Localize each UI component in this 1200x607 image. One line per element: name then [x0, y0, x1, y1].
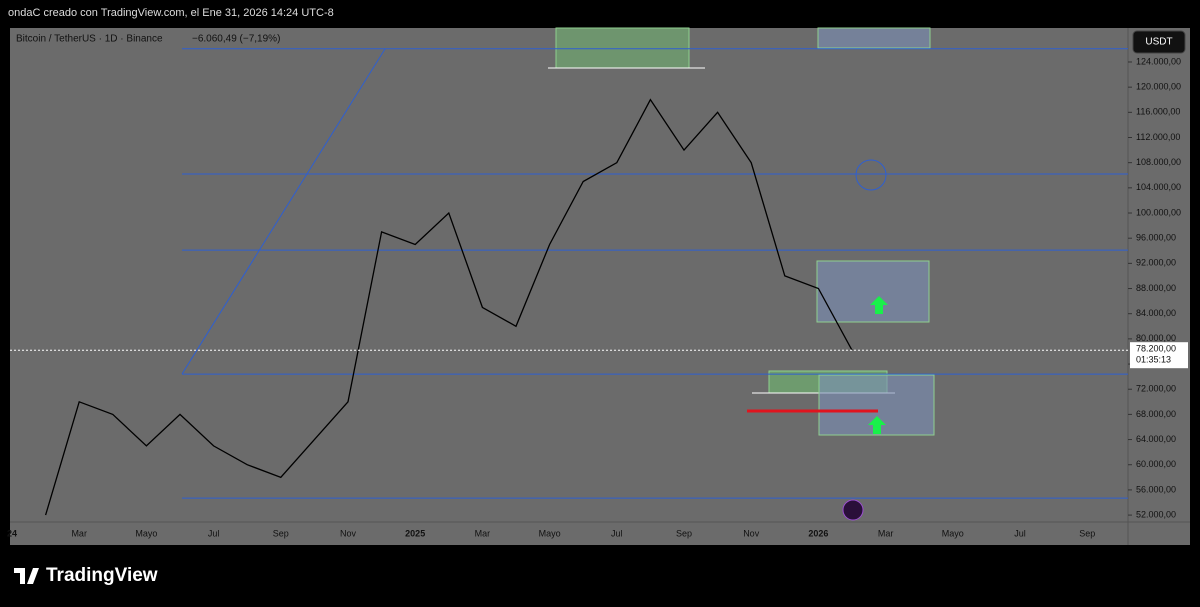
- x-tick-label: Jul: [1014, 528, 1026, 538]
- currency-label: USDT: [1145, 37, 1172, 48]
- x-tick-label: Nov: [743, 528, 760, 538]
- x-tick-label: 2026: [808, 528, 828, 538]
- y-tick-label: 64.000,00: [1136, 434, 1176, 444]
- event-icon: [842, 499, 864, 521]
- time-axis: [10, 522, 1190, 545]
- x-tick-label: 2025: [405, 528, 425, 538]
- y-tick-label: 68.000,00: [1136, 409, 1176, 419]
- x-tick-label: Mar: [878, 528, 894, 538]
- y-tick-label: 124.000,00: [1136, 56, 1181, 66]
- last-price-tag: [1130, 342, 1188, 369]
- trend-line: [181, 48, 386, 375]
- plot-area: [10, 28, 1128, 522]
- zone: [555, 27, 690, 69]
- x-tick-label: Sep: [676, 528, 692, 538]
- price-axis: [1128, 28, 1190, 522]
- drawings: [44, 27, 1128, 521]
- x-tick-label: Mar: [475, 528, 491, 538]
- y-tick-label: 108.000,00: [1136, 157, 1181, 167]
- last-price-label: 78.200,00: [1136, 344, 1176, 354]
- price-change: −6.060,49 (−7,19%): [192, 34, 280, 45]
- y-tick-label: 120.000,00: [1136, 82, 1181, 92]
- y-tick-label: 100.000,00: [1136, 207, 1181, 217]
- y-tick-label: 96.000,00: [1136, 233, 1176, 243]
- countdown: 01:35:13: [1136, 355, 1171, 365]
- zone: [817, 27, 931, 49]
- x-tick-label: Mayo: [135, 528, 157, 538]
- y-tick-label: 52.000,00: [1136, 509, 1176, 519]
- y-tick-label: 72.000,00: [1136, 384, 1176, 394]
- x-tick-label: Jul: [208, 528, 220, 538]
- y-tick-label: 104.000,00: [1136, 182, 1181, 192]
- y-tick-label: 92.000,00: [1136, 258, 1176, 268]
- y-tick-label: 56.000,00: [1136, 484, 1176, 494]
- header-title: ondaC creado con TradingView.com, el Ene…: [8, 7, 334, 19]
- y-tick-label: 60.000,00: [1136, 459, 1176, 469]
- x-tick-label: Mayo: [539, 528, 561, 538]
- arrow-up: [868, 416, 886, 434]
- x-tick-label: Jul: [611, 528, 623, 538]
- x-tick-label: 24: [7, 528, 17, 538]
- x-tick-label: Sep: [1079, 528, 1095, 538]
- y-tick-label: 116.000,00: [1136, 107, 1180, 117]
- x-tick-label: Nov: [340, 528, 357, 538]
- y-tick-label: 84.000,00: [1136, 308, 1176, 318]
- arrow-up: [870, 296, 888, 314]
- price-line: [44, 98, 853, 516]
- circle-marker: [855, 159, 887, 191]
- x-tick-label: Sep: [273, 528, 289, 538]
- symbol-title: Bitcoin / TetherUS · 1D · Binance: [16, 34, 163, 45]
- logo-mark: [14, 568, 39, 584]
- x-tick-label: Mayo: [942, 528, 964, 538]
- y-tick-label: 80.000,00: [1136, 333, 1176, 343]
- brand-name: TradingView: [46, 565, 158, 586]
- y-tick-label: 112.000,00: [1136, 132, 1180, 142]
- y-tick-label: 88.000,00: [1136, 283, 1176, 293]
- zone: [816, 260, 930, 323]
- brand-logo: [14, 568, 39, 584]
- currency-button[interactable]: [1132, 30, 1186, 54]
- x-tick-label: Mar: [71, 528, 87, 538]
